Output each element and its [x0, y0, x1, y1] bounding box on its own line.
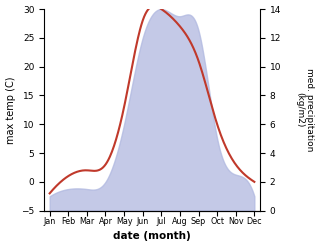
Y-axis label: med. precipitation
(kg/m2): med. precipitation (kg/m2): [295, 68, 315, 152]
Y-axis label: max temp (C): max temp (C): [5, 76, 16, 144]
X-axis label: date (month): date (month): [113, 231, 191, 242]
